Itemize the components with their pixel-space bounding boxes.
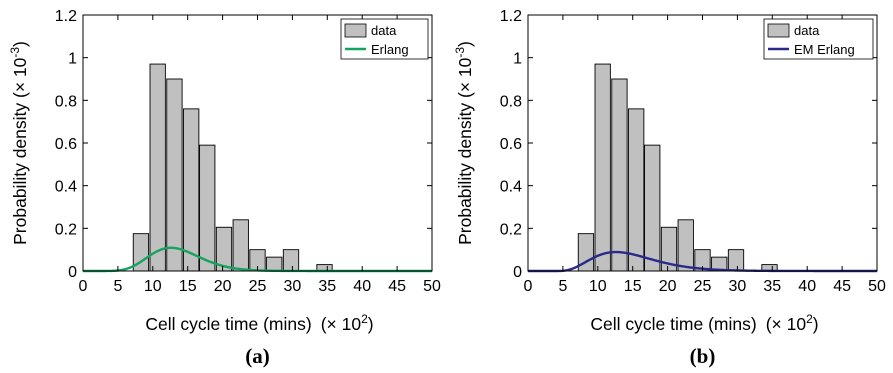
legend-label-curve: EM Erlang	[794, 42, 855, 57]
histogram-bar	[184, 109, 199, 271]
histogram-bar	[612, 79, 627, 271]
y-axis-label-exponent: -3	[453, 47, 467, 58]
y-tick-label: 0.2	[500, 221, 522, 238]
x-tick-label: 20	[214, 278, 232, 295]
histogram-bar	[167, 79, 182, 271]
y-tick-label: 0.6	[500, 136, 522, 153]
x-axis-label-close: )	[368, 314, 374, 334]
x-tick-label: 30	[729, 278, 747, 295]
legend-swatch-bars	[768, 24, 789, 37]
y-axis-label: Probability density (× 10-3)	[8, 41, 30, 245]
x-tick-label: 10	[144, 278, 162, 295]
histogram-bar	[200, 145, 215, 271]
y-tick-label: 0.4	[500, 179, 522, 196]
y-axis-label-text: Probability density (× 10	[10, 57, 30, 245]
y-tick-label: 1	[68, 51, 77, 68]
x-tick-label: 10	[589, 278, 607, 295]
histogram-bar	[595, 64, 610, 271]
x-tick-label: 25	[694, 278, 712, 295]
legend-label-bars: data	[371, 23, 397, 38]
y-tick-label: 0	[513, 264, 522, 281]
x-tick-label: 35	[763, 278, 781, 295]
histogram-bar	[233, 220, 248, 271]
y-axis-label-exponent: -3	[8, 47, 22, 58]
x-axis-label: Cell cycle time (mins) (× 102)	[590, 312, 818, 334]
y-tick-label: 1.2	[500, 8, 522, 25]
histogram-bar	[267, 257, 282, 271]
x-axis-label-scale: (× 10	[321, 314, 362, 334]
x-tick-label: 15	[179, 278, 197, 295]
x-tick-label: 5	[113, 278, 122, 295]
y-tick-label: 1.2	[55, 8, 77, 25]
histogram-bar	[283, 250, 298, 271]
x-tick-label: 45	[833, 278, 851, 295]
legend: data Erlang	[341, 19, 428, 59]
chart-panel-a: 0 5 10 15 20 25 30 35 40 45 50 0 0.2 0.4 0.6 0.8 1 1.2 Cel…	[8, 8, 441, 368]
y-tick-label: 0.4	[55, 179, 77, 196]
histogram-bar	[678, 220, 693, 271]
x-axis-label-text: Cell cycle time (mins)	[145, 314, 311, 334]
y-axis-label-close: )	[455, 41, 475, 47]
x-tick-label: 40	[798, 278, 816, 295]
legend: data EM Erlang	[764, 19, 873, 59]
x-axis-label-close: )	[813, 314, 819, 334]
y-axis-label-close: )	[10, 41, 30, 47]
legend-label-bars: data	[794, 23, 820, 38]
y-tick-label: 1	[513, 51, 522, 68]
x-tick-label: 15	[624, 278, 642, 295]
histogram-bar	[645, 145, 660, 271]
histogram-bar	[728, 250, 743, 271]
x-axis-label: Cell cycle time (mins) (× 102)	[145, 312, 373, 334]
panel-label: (b)	[690, 344, 716, 368]
x-tick-label: 50	[423, 278, 441, 295]
y-tick-label: 0	[68, 264, 77, 281]
x-tick-label: 0	[524, 278, 533, 295]
y-tick-label: 0.8	[500, 93, 522, 110]
x-tick-label: 25	[249, 278, 267, 295]
x-tick-label: 20	[659, 278, 677, 295]
legend-label-curve: Erlang	[371, 42, 409, 57]
x-tick-label: 5	[558, 278, 567, 295]
x-axis-label-scale: (× 10	[766, 314, 807, 334]
y-tick-label: 0.8	[55, 93, 77, 110]
y-tick-label: 0.6	[55, 136, 77, 153]
x-tick-label: 50	[868, 278, 886, 295]
y-tick-label: 0.2	[55, 221, 77, 238]
x-tick-label: 0	[79, 278, 88, 295]
legend-swatch-bars	[345, 24, 366, 37]
x-tick-label: 35	[318, 278, 336, 295]
chart-panel-b: 0 5 10 15 20 25 30 35 40 45 50 0 0.2 0.4 0.6 0.8 1 1.2 Cel…	[453, 8, 886, 368]
y-axis-label-text: Probability density (× 10	[455, 57, 475, 245]
histogram-bar	[150, 64, 165, 271]
panel-label: (a)	[245, 344, 270, 368]
x-axis-label-text: Cell cycle time (mins)	[590, 314, 756, 334]
x-tick-label: 40	[353, 278, 371, 295]
x-tick-label: 30	[284, 278, 302, 295]
x-tick-label: 45	[388, 278, 406, 295]
histogram-bar	[629, 109, 644, 271]
y-axis-label: Probability density (× 10-3)	[453, 41, 475, 245]
